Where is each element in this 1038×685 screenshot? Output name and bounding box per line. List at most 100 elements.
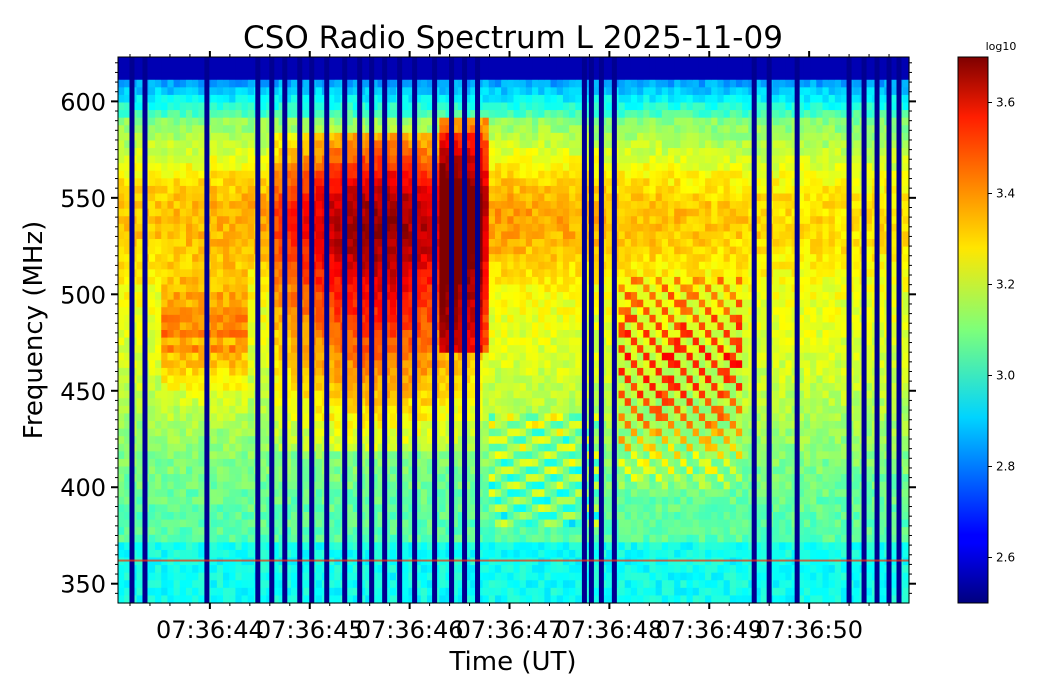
heatmap-cell <box>272 314 280 324</box>
heatmap-cell <box>167 557 175 566</box>
heatmap-cell <box>198 458 206 468</box>
heatmap-cell <box>161 292 169 301</box>
heatmap-cell <box>315 421 323 430</box>
heatmap-cell <box>507 163 515 172</box>
heatmap-cell <box>377 360 385 369</box>
heatmap-cell <box>532 345 539 354</box>
heatmap-cell <box>216 512 224 521</box>
heatmap-cell <box>513 496 521 506</box>
heatmap-cell <box>241 208 249 217</box>
heatmap-cell <box>538 231 545 240</box>
heatmap-cell <box>241 148 249 157</box>
heatmap-cell <box>272 390 280 399</box>
heatmap-cell <box>291 413 298 422</box>
heatmap-cell <box>260 201 267 210</box>
heatmap-cell <box>223 367 230 377</box>
heatmap-cell <box>519 572 527 581</box>
heatmap-cell <box>192 322 199 331</box>
heatmap-cell <box>247 57 255 66</box>
heatmap-cell <box>235 269 243 278</box>
heatmap-cell <box>167 269 175 278</box>
heatmap-cell <box>136 534 144 543</box>
heatmap-cell <box>124 125 131 134</box>
heatmap-cell <box>167 421 175 430</box>
heatmap-cell <box>371 587 379 597</box>
heatmap-cell <box>377 307 385 316</box>
heatmap-cell <box>408 57 416 66</box>
heatmap-cell <box>284 208 292 217</box>
heatmap-cell <box>402 239 410 248</box>
heatmap-cell <box>445 246 453 255</box>
heatmap-cell <box>210 383 218 392</box>
heatmap-cell <box>482 208 490 217</box>
heatmap-cell <box>359 481 366 490</box>
heatmap-cell <box>198 360 206 369</box>
heatmap-cell <box>494 57 502 66</box>
heatmap-cell <box>507 474 515 483</box>
heatmap-cell <box>439 360 447 369</box>
heatmap-cell <box>161 428 169 437</box>
heatmap-cell <box>260 466 267 475</box>
heatmap-cell <box>328 254 335 263</box>
heatmap-cell <box>334 307 342 316</box>
heatmap-cell <box>439 443 447 452</box>
heatmap-cell <box>414 542 422 551</box>
heatmap-cell <box>408 284 416 293</box>
heatmap-cell <box>408 163 416 172</box>
heatmap-cell <box>260 284 267 293</box>
heatmap-cell <box>488 337 496 346</box>
heatmap-cell <box>408 474 416 483</box>
heatmap-cell <box>303 512 311 521</box>
heatmap-cell <box>179 595 187 604</box>
heatmap-cell <box>414 390 422 399</box>
heatmap-cell <box>155 413 162 422</box>
heatmap-cell <box>173 512 181 521</box>
heatmap-cell <box>118 595 125 604</box>
heatmap-cell <box>482 451 490 460</box>
heatmap-cell <box>464 284 471 293</box>
heatmap-cell <box>334 284 342 293</box>
heatmap-cell <box>124 223 131 233</box>
heatmap-cell <box>359 352 366 361</box>
heatmap-cell <box>124 557 131 566</box>
heatmap-cell <box>445 155 453 164</box>
heatmap-cell <box>155 489 162 498</box>
heatmap-cell <box>464 87 471 96</box>
heatmap-cell <box>365 87 372 96</box>
heatmap-cell <box>389 110 397 119</box>
heatmap-cell <box>488 208 496 217</box>
heatmap-cell <box>519 64 527 73</box>
heatmap-cell <box>161 352 169 361</box>
heatmap-cell <box>334 64 342 73</box>
heatmap-cell <box>426 451 434 460</box>
heatmap-cell <box>260 231 267 240</box>
heatmap-cell <box>303 527 311 536</box>
heatmap-cell <box>155 519 162 528</box>
heatmap-cell <box>352 94 360 104</box>
heatmap-cell <box>525 208 533 217</box>
heatmap-cell <box>173 261 181 270</box>
heatmap-cell <box>167 170 175 179</box>
heatmap-cell <box>525 132 533 142</box>
heatmap-cell <box>377 94 385 104</box>
heatmap-cell <box>247 352 255 361</box>
heatmap-cell <box>544 117 552 126</box>
heatmap-cell <box>124 216 131 225</box>
heatmap-cell <box>420 527 428 536</box>
heatmap-cell <box>241 489 249 498</box>
heatmap-cell <box>198 557 206 566</box>
heatmap-cell <box>470 140 478 149</box>
heatmap-cell <box>229 398 237 407</box>
heatmap-cell <box>451 170 459 179</box>
heatmap-cell <box>235 193 243 202</box>
heatmap-cell <box>513 185 521 195</box>
heatmap-cell <box>494 512 502 521</box>
heatmap-cell <box>457 345 465 354</box>
heatmap-cell <box>155 208 162 217</box>
heatmap-cell <box>439 519 447 528</box>
heatmap-cell <box>291 352 298 361</box>
heatmap-cell <box>470 148 478 157</box>
heatmap-cell <box>352 580 360 589</box>
heatmap-cell <box>377 527 385 536</box>
heatmap-cell <box>334 496 342 506</box>
